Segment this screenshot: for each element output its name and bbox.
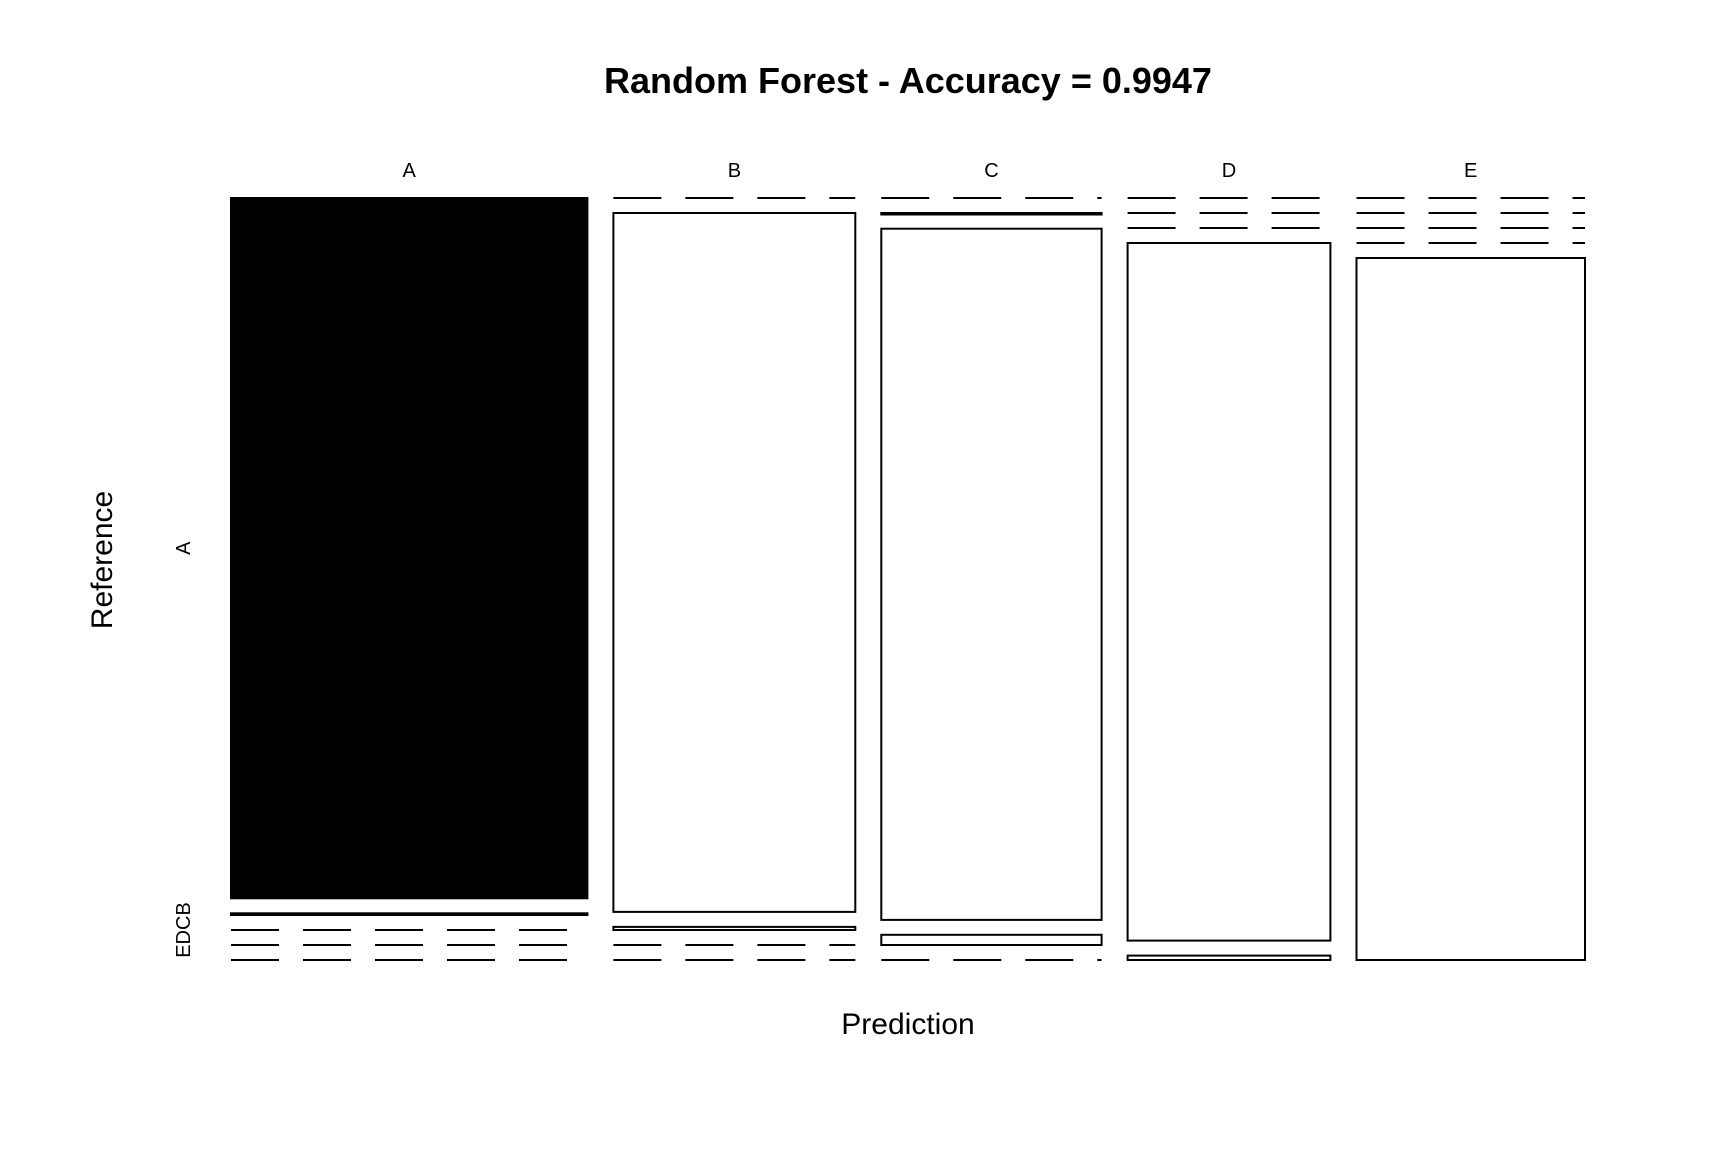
mosaic-tiles [230,197,1586,961]
tile-pred-d-ref-d [1126,242,1332,942]
tile-pred-b-ref-c [612,925,857,932]
tile-pred-b-ref-b [612,212,857,913]
tile-pred-d-ref-e [1126,954,1332,961]
column-label-e: E [1464,160,1477,182]
y-axis-label: Reference [86,491,119,629]
row-tick-labels: A EDCB [173,541,195,958]
tile-pred-c-ref-d [880,933,1103,946]
tile-pred-c-ref-c [880,227,1103,921]
row-label-a: A [173,541,195,555]
chart-title: Random Forest - Accuracy = 0.9947 [604,60,1212,101]
column-label-c: C [984,160,998,182]
column-label-b: B [728,160,741,182]
tile-pred-c-ref-b [880,212,1103,216]
column-label-a: A [403,160,417,182]
tile-pred-a-ref-a [230,197,589,900]
column-label-d: D [1222,160,1236,182]
x-axis-label: Prediction [841,1008,974,1041]
tile-pred-a-ref-b [230,912,589,916]
row-label-edcb: EDCB [173,902,195,958]
column-tick-labels: A B C D E [403,160,1478,182]
tile-pred-e-ref-e [1355,257,1586,961]
